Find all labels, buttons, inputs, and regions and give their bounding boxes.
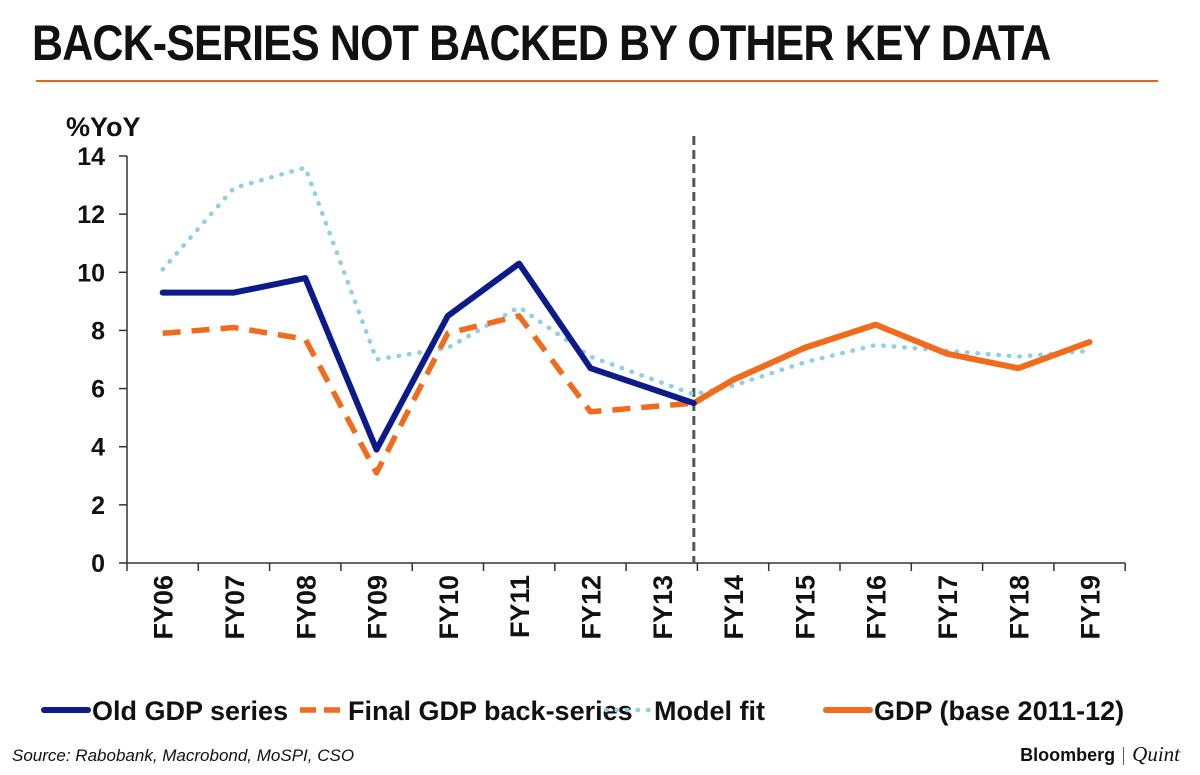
chart-title: BACK-SERIES NOT BACKED BY OTHER KEY DATA <box>32 15 1051 71</box>
x-tick-label: FY08 <box>291 575 321 640</box>
y-tick-label: 6 <box>91 376 105 404</box>
source-note: Source: Rabobank, Macrobond, MoSPI, CSO <box>12 746 355 765</box>
series-line-old-gdp-series <box>159 260 697 453</box>
legend-label: Old GDP series <box>92 696 288 726</box>
y-tick-label: 14 <box>77 143 105 171</box>
x-tick-label: FY10 <box>434 575 464 640</box>
x-tick-label: FY12 <box>576 575 606 640</box>
x-tick-label: FY14 <box>719 575 749 640</box>
x-tick-label: FY19 <box>1076 575 1106 640</box>
x-tick-label: FY15 <box>790 575 820 640</box>
y-tick-label: 8 <box>91 317 105 345</box>
y-tick-label: 4 <box>91 434 105 462</box>
x-tick-label: FY13 <box>648 575 678 640</box>
x-tick-label: FY18 <box>1004 575 1034 640</box>
brand-primary: Bloomberg <box>1020 745 1116 765</box>
series-line-gdp-base-2011-12 <box>690 321 1093 407</box>
y-tick-label: 2 <box>91 492 105 520</box>
x-tick-label: FY06 <box>149 575 179 640</box>
y-tick-label: 0 <box>91 550 105 578</box>
x-tick-label: FY07 <box>220 575 250 640</box>
brand-logo: Bloomberg Quint <box>1020 742 1180 767</box>
y-axis-label: %YoY <box>66 112 141 142</box>
y-tick-label: 10 <box>77 259 105 287</box>
brand-secondary: Quint <box>1132 742 1180 766</box>
title-underline <box>36 80 1158 82</box>
legend-label: Final GDP back-series <box>348 696 633 726</box>
x-tick-label: FY17 <box>933 575 963 640</box>
x-tick-label: FY09 <box>363 575 393 640</box>
legend-label: Model fit <box>654 696 765 726</box>
x-tick-label: FY11 <box>505 575 535 638</box>
series-line-final-gdp-back-series <box>162 313 695 476</box>
y-tick-label: 12 <box>77 201 105 229</box>
legend-label: GDP (base 2011-12) <box>874 696 1124 726</box>
gdp-growth-chart: %YoY 0 2 4 6 8 10 12 14 FY06 FY07 FY08 FY09 FY10 FY11 F… <box>41 112 1126 726</box>
brand-separator <box>1123 747 1125 766</box>
x-tick-label: FY16 <box>862 575 892 640</box>
